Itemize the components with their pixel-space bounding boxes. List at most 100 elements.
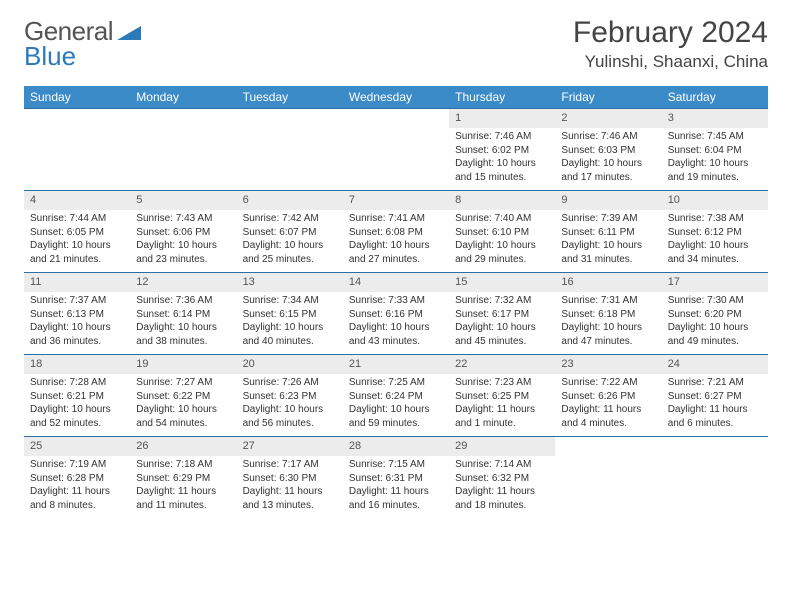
calendar-cell: 6Sunrise: 7:42 AMSunset: 6:07 PMDaylight…: [237, 191, 343, 273]
calendar-row: 25Sunrise: 7:19 AMSunset: 6:28 PMDayligh…: [24, 437, 768, 519]
day-number: 10: [662, 191, 768, 210]
weekday-header-row: SundayMondayTuesdayWednesdayThursdayFrid…: [24, 86, 768, 109]
sunrise-text: Sunrise: 7:43 AM: [136, 212, 230, 226]
sunrise-text: Sunrise: 7:36 AM: [136, 294, 230, 308]
sunset-text: Sunset: 6:28 PM: [30, 472, 124, 486]
weekday-header: Friday: [555, 86, 661, 109]
day-number: 16: [555, 273, 661, 292]
day-number: 9: [555, 191, 661, 210]
calendar-cell: 11Sunrise: 7:37 AMSunset: 6:13 PMDayligh…: [24, 273, 130, 355]
sunset-text: Sunset: 6:15 PM: [243, 308, 337, 322]
daylight-text: Daylight: 10 hours and 29 minutes.: [455, 239, 549, 266]
day-number: 1: [449, 109, 555, 128]
day-number: 19: [130, 355, 236, 374]
daylight-text: Daylight: 11 hours and 18 minutes.: [455, 485, 549, 512]
day-body: Sunrise: 7:30 AMSunset: 6:20 PMDaylight:…: [662, 292, 768, 352]
calendar-cell: 26Sunrise: 7:18 AMSunset: 6:29 PMDayligh…: [130, 437, 236, 519]
sunrise-text: Sunrise: 7:45 AM: [668, 130, 762, 144]
sunset-text: Sunset: 6:20 PM: [668, 308, 762, 322]
triangle-icon: [117, 24, 143, 47]
day-number: 8: [449, 191, 555, 210]
calendar-row: 4Sunrise: 7:44 AMSunset: 6:05 PMDaylight…: [24, 191, 768, 273]
day-number: 7: [343, 191, 449, 210]
day-body: Sunrise: 7:14 AMSunset: 6:32 PMDaylight:…: [449, 456, 555, 516]
day-body: Sunrise: 7:45 AMSunset: 6:04 PMDaylight:…: [662, 128, 768, 188]
day-number: 6: [237, 191, 343, 210]
sunrise-text: Sunrise: 7:39 AM: [561, 212, 655, 226]
calendar-row: 1Sunrise: 7:46 AMSunset: 6:02 PMDaylight…: [24, 109, 768, 191]
calendar-cell: 16 Sunrise: 7:31 AMSunset: 6:18 PMDayligh…: [555, 273, 661, 355]
day-number: 3: [662, 109, 768, 128]
day-number: 29: [449, 437, 555, 456]
day-number: 18: [24, 355, 130, 374]
sunrise-text: Sunrise: 7:31 AM: [561, 294, 655, 308]
day-number: 28: [343, 437, 449, 456]
sunset-text: Sunset: 6:18 PM: [561, 308, 655, 322]
calendar-cell: 5Sunrise: 7:43 AMSunset: 6:06 PMDaylight…: [130, 191, 236, 273]
day-number: 25: [24, 437, 130, 456]
daylight-text: Daylight: 10 hours and 45 minutes.: [455, 321, 549, 348]
day-number: 22: [449, 355, 555, 374]
sunset-text: Sunset: 6:08 PM: [349, 226, 443, 240]
sunrise-text: Sunrise: 7:34 AM: [243, 294, 337, 308]
daylight-text: Daylight: 10 hours and 17 minutes.: [561, 157, 655, 184]
sunset-text: Sunset: 6:29 PM: [136, 472, 230, 486]
sunset-text: Sunset: 6:14 PM: [136, 308, 230, 322]
daylight-text: Daylight: 10 hours and 34 minutes.: [668, 239, 762, 266]
sunrise-text: Sunrise: 7:42 AM: [243, 212, 337, 226]
calendar-cell: 29Sunrise: 7:14 AMSunset: 6:32 PMDayligh…: [449, 437, 555, 519]
sunrise-text: Sunrise: 7:40 AM: [455, 212, 549, 226]
day-body: Sunrise: 7:42 AMSunset: 6:07 PMDaylight:…: [237, 210, 343, 270]
sunrise-text: Sunrise: 7:32 AM: [455, 294, 549, 308]
day-body: Sunrise: 7:19 AMSunset: 6:28 PMDaylight:…: [24, 456, 130, 516]
sunset-text: Sunset: 6:11 PM: [561, 226, 655, 240]
calendar-cell: 24Sunrise: 7:21 AMSunset: 6:27 PMDayligh…: [662, 355, 768, 437]
sunrise-text: Sunrise: 7:41 AM: [349, 212, 443, 226]
sunrise-text: Sunrise: 7:28 AM: [30, 376, 124, 390]
sunrise-text: Sunrise: 7:15 AM: [349, 458, 443, 472]
header: General Blue February 2024 Yulinshi, Sha…: [24, 16, 768, 72]
sunset-text: Sunset: 6:17 PM: [455, 308, 549, 322]
calendar-cell: [662, 437, 768, 519]
calendar-table: SundayMondayTuesdayWednesdayThursdayFrid…: [24, 86, 768, 519]
location: Yulinshi, Shaanxi, China: [573, 52, 768, 72]
day-number: 21: [343, 355, 449, 374]
sunrise-text: Sunrise: 7:21 AM: [668, 376, 762, 390]
day-body: Sunrise: 7:26 AMSunset: 6:23 PMDaylight:…: [237, 374, 343, 434]
weekday-header: Thursday: [449, 86, 555, 109]
sunrise-text: Sunrise: 7:30 AM: [668, 294, 762, 308]
daylight-text: Daylight: 11 hours and 6 minutes.: [668, 403, 762, 430]
calendar-cell: 20Sunrise: 7:26 AMSunset: 6:23 PMDayligh…: [237, 355, 343, 437]
sunrise-text: Sunrise: 7:26 AM: [243, 376, 337, 390]
sunrise-text: Sunrise: 7:46 AM: [455, 130, 549, 144]
daylight-text: Daylight: 10 hours and 54 minutes.: [136, 403, 230, 430]
sunset-text: Sunset: 6:22 PM: [136, 390, 230, 404]
daylight-text: Daylight: 10 hours and 27 minutes.: [349, 239, 443, 266]
weekday-header: Sunday: [24, 86, 130, 109]
daylight-text: Daylight: 10 hours and 47 minutes.: [561, 321, 655, 348]
day-number: 24: [662, 355, 768, 374]
day-body: Sunrise: 7:34 AMSunset: 6:15 PMDaylight:…: [237, 292, 343, 352]
day-body: Sunrise: 7:46 AMSunset: 6:02 PMDaylight:…: [449, 128, 555, 188]
calendar-cell: 18Sunrise: 7:28 AMSunset: 6:21 PMDayligh…: [24, 355, 130, 437]
sunrise-text: Sunrise: 7:19 AM: [30, 458, 124, 472]
daylight-text: Daylight: 11 hours and 13 minutes.: [243, 485, 337, 512]
day-body: Sunrise: 7:15 AMSunset: 6:31 PMDaylight:…: [343, 456, 449, 516]
day-body: Sunrise: 7:38 AMSunset: 6:12 PMDaylight:…: [662, 210, 768, 270]
sunset-text: Sunset: 6:26 PM: [561, 390, 655, 404]
day-number: 11: [24, 273, 130, 292]
day-number: 20: [237, 355, 343, 374]
sunrise-text: Sunrise: 7:17 AM: [243, 458, 337, 472]
calendar-row: 11Sunrise: 7:37 AMSunset: 6:13 PMDayligh…: [24, 273, 768, 355]
daylight-text: Daylight: 11 hours and 4 minutes.: [561, 403, 655, 430]
weekday-header: Monday: [130, 86, 236, 109]
sunset-text: Sunset: 6:32 PM: [455, 472, 549, 486]
day-number: 12: [130, 273, 236, 292]
calendar-cell: 2Sunrise: 7:46 AMSunset: 6:03 PMDaylight…: [555, 109, 661, 191]
daylight-text: Daylight: 11 hours and 8 minutes.: [30, 485, 124, 512]
day-body: Sunrise: 7:46 AMSunset: 6:03 PMDaylight:…: [555, 128, 661, 188]
calendar-cell: 10Sunrise: 7:38 AMSunset: 6:12 PMDayligh…: [662, 191, 768, 273]
calendar-cell: 4Sunrise: 7:44 AMSunset: 6:05 PMDaylight…: [24, 191, 130, 273]
sunrise-text: Sunrise: 7:25 AM: [349, 376, 443, 390]
sunrise-text: Sunrise: 7:23 AM: [455, 376, 549, 390]
